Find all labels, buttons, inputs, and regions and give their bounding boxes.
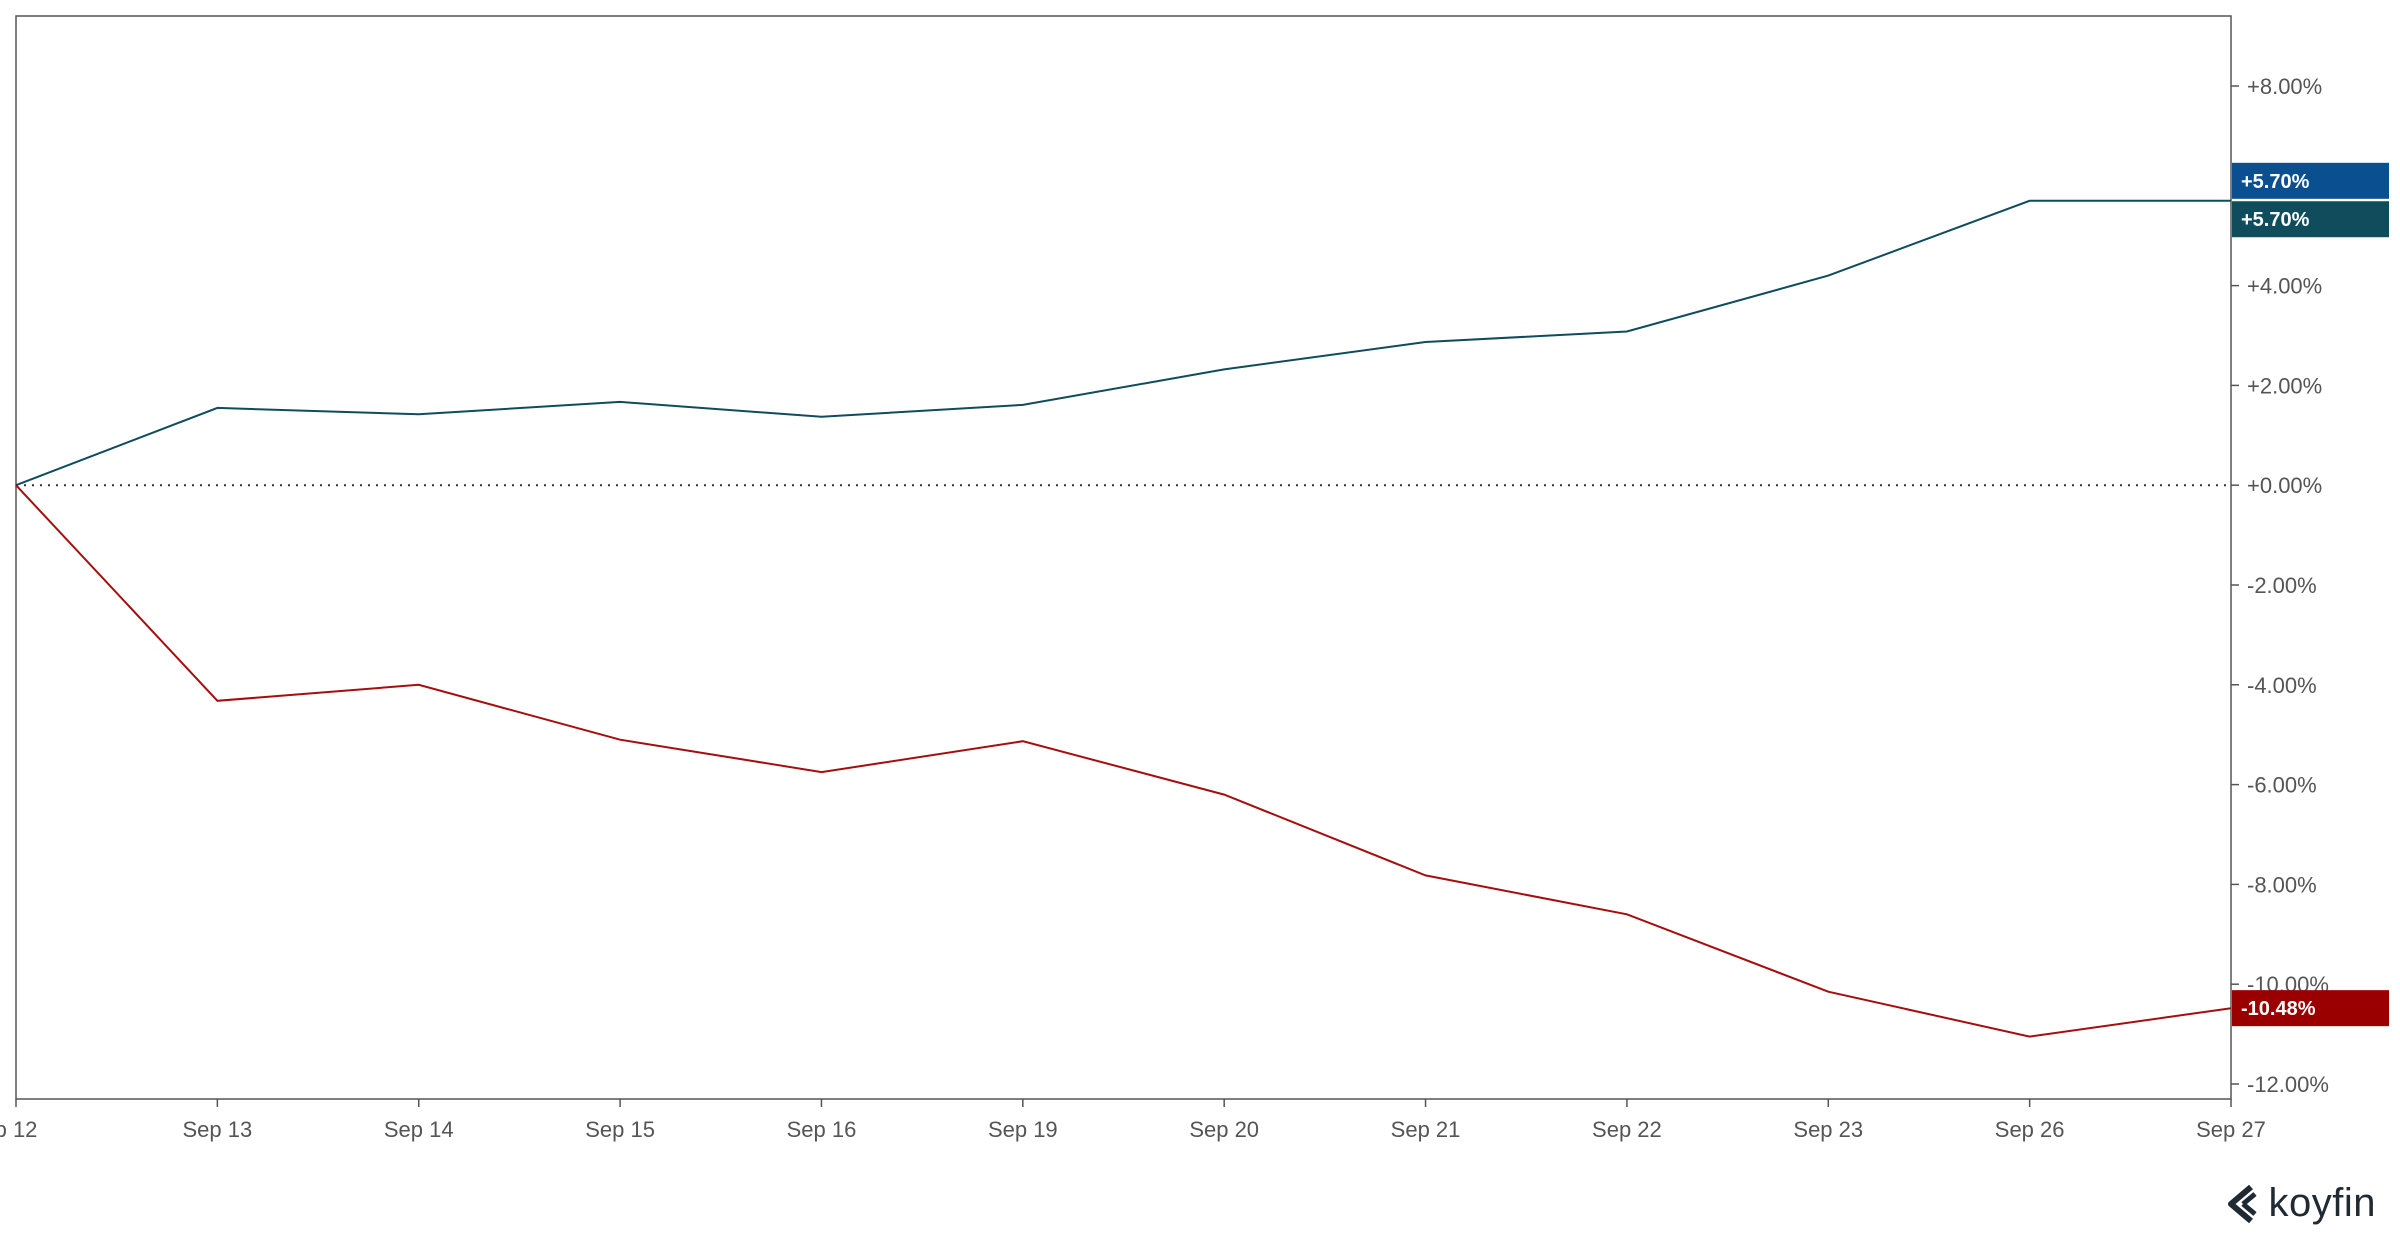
x-tick-label: Sep 13 — [182, 1117, 252, 1142]
y-axis: +8.00% +4.00% +2.00% +0.00% -2.00% -4.00% -6.0… — [2231, 74, 2329, 1097]
y-tick-label: +8.00% — [2247, 74, 2322, 99]
x-tick-label: Sep 15 — [585, 1117, 655, 1142]
y-tick-label: -2.00% — [2247, 573, 2317, 598]
y-tick-label: -8.00% — [2247, 872, 2317, 897]
y-tick-label: +2.00% — [2247, 373, 2322, 398]
x-tick-label: Sep 27 — [2196, 1117, 2266, 1142]
y-tick-label: -12.00% — [2247, 1072, 2329, 1097]
badge-layer: +5.70% +5.70% -10.48% — [2232, 162, 2389, 1027]
y-tick-label: +0.00% — [2247, 473, 2322, 498]
series-layer — [15, 199, 2232, 1038]
value-badge — [2232, 162, 2389, 199]
x-axis: p 12 Sep 13 Sep 14 Sep 15 Sep 16 Sep 19 Sep 20… — [0, 1099, 2266, 1142]
y-tick-label: +4.00% — [2247, 274, 2322, 299]
value-badge-label: +5.70% — [2241, 171, 2310, 193]
series-line-1 — [15, 484, 2232, 1038]
y-tick-label: -4.00% — [2247, 673, 2317, 698]
x-tick-label: p 12 — [0, 1117, 37, 1142]
value-badge — [2232, 201, 2389, 238]
y-tick-label: -6.00% — [2247, 773, 2317, 798]
x-tick-label: Sep 16 — [787, 1117, 857, 1142]
brand-name: koyfin — [2268, 1181, 2376, 1225]
x-tick-label: Sep 22 — [1592, 1117, 1662, 1142]
x-tick-label: Sep 21 — [1391, 1117, 1461, 1142]
koyfin-logo-icon — [2227, 1184, 2257, 1223]
plot-area-border — [15, 15, 2232, 1100]
x-tick-label: Sep 20 — [1189, 1117, 1259, 1142]
value-badge-label: -10.48% — [2241, 998, 2316, 1020]
x-tick-label: Sep 19 — [988, 1117, 1058, 1142]
value-badge — [2232, 990, 2389, 1027]
x-tick-label: Sep 23 — [1793, 1117, 1863, 1142]
x-tick-label: Sep 14 — [384, 1117, 454, 1142]
x-tick-label: Sep 26 — [1995, 1117, 2065, 1142]
value-badge-label: +5.70% — [2241, 209, 2310, 231]
brand-logo: koyfin — [2221, 1181, 2377, 1226]
series-line-0 — [15, 199, 2231, 487]
